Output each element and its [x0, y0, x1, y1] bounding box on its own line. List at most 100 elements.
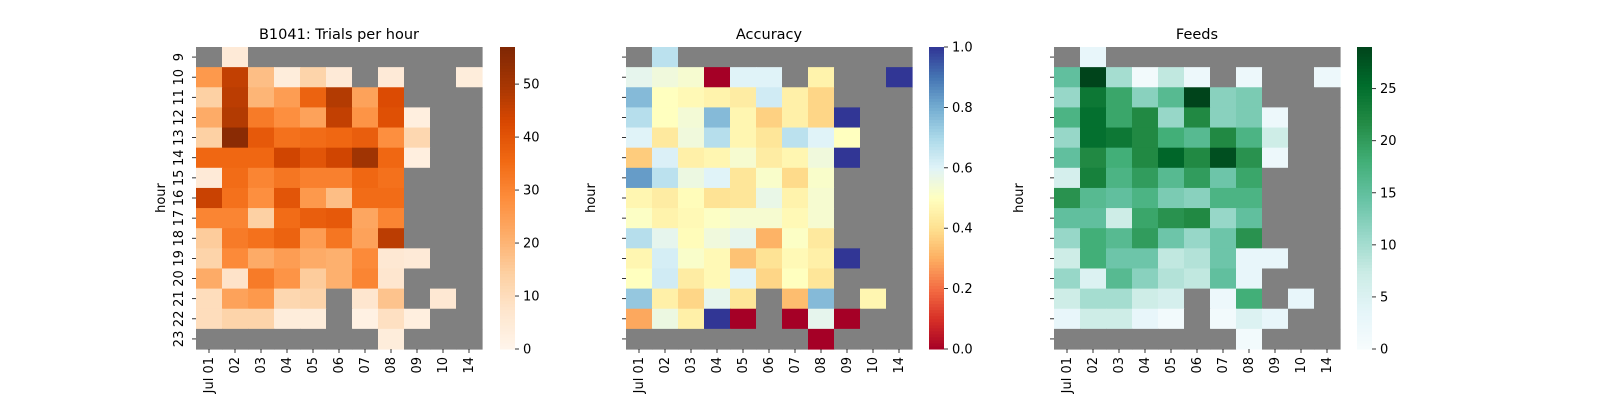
heatmap-cell [1288, 288, 1315, 310]
heatmap-cell [274, 208, 301, 229]
heatmap-cell [300, 308, 327, 330]
heatmap-cell [274, 167, 301, 189]
heatmap-cell [1054, 248, 1081, 270]
heatmap-cell [248, 187, 275, 209]
colorbar-segment [929, 71, 944, 75]
heatmap-cell [1106, 308, 1133, 330]
colorbar-segment [500, 125, 515, 130]
colorbar-segment [500, 234, 515, 238]
colorbar-segment [1357, 170, 1372, 175]
heatmap-cell [404, 228, 431, 249]
heatmap-cell [704, 288, 731, 310]
heatmap-cell [756, 167, 783, 189]
colorbar-segment [500, 56, 515, 60]
colorbar-segment [929, 65, 944, 69]
heatmap-cell [1288, 107, 1315, 129]
heatmap-cell [1236, 127, 1263, 149]
colorbar-segment [500, 333, 515, 338]
heatmap-cell [886, 107, 913, 129]
heatmap-cell [352, 47, 379, 68]
heatmap-cell [248, 248, 275, 270]
colorbar-segment [929, 68, 944, 72]
y-tick-label: 13 [172, 129, 187, 146]
colorbar-segment [929, 303, 944, 308]
heatmap-cell [626, 87, 653, 108]
heatmap-cell [378, 208, 405, 229]
y-axis-label: hour [584, 182, 599, 212]
colorbar-segment [500, 170, 515, 175]
heatmap-cell [1158, 187, 1185, 209]
heatmap-cell [326, 208, 353, 229]
heatmap-cell [626, 248, 653, 270]
heatmap-cell [834, 87, 861, 108]
y-tick-label: 15 [172, 170, 187, 187]
y-tick-label: 10 [172, 69, 187, 86]
colorbar-segment [500, 95, 515, 99]
colorbar-segment [929, 128, 944, 133]
heatmap-cell [1132, 67, 1159, 88]
heatmap-cell [456, 167, 483, 189]
heatmap-cell [730, 268, 757, 290]
heatmap-cell [860, 107, 887, 129]
x-tick-label: 09 [1268, 357, 1283, 374]
x-tick-label: Jul 01 [1060, 357, 1075, 394]
heatmap-cell [652, 268, 679, 290]
heatmap-cell [1054, 147, 1081, 169]
heatmap-cell [730, 67, 757, 88]
heatmap-cell [860, 268, 887, 290]
heatmap-cell [834, 248, 861, 270]
heatmap-cell [1184, 167, 1211, 189]
colorbar-segment [1357, 297, 1372, 302]
colorbar-segment [1357, 339, 1372, 344]
heatmap-cell [404, 67, 431, 88]
colorbar-segment [1357, 291, 1372, 296]
colorbar-segment [929, 291, 944, 296]
colorbar-segment [1357, 264, 1372, 268]
heatmap-cell [730, 127, 757, 149]
heatmap-cell [808, 127, 835, 149]
heatmap-cell [456, 308, 483, 330]
heatmap-cell [196, 127, 223, 149]
heatmap-cell [808, 47, 835, 68]
colorbar-segment [500, 237, 515, 241]
colorbar-segment [929, 113, 944, 117]
heatmap-cell [196, 328, 223, 350]
colorbar-segment [500, 185, 515, 190]
heatmap-cell [196, 268, 223, 290]
heatmap-cell [274, 127, 301, 149]
x-tick-label: 14 [1320, 357, 1335, 374]
colorbar-segment [929, 312, 944, 317]
colorbar-segment [929, 170, 944, 175]
colorbar-segment [500, 89, 515, 93]
colorbar-segment [1357, 303, 1372, 308]
colorbar-segment [1357, 71, 1372, 75]
colorbar-segment [500, 167, 515, 172]
colorbar-segment [1357, 146, 1372, 151]
heatmap-cell [378, 187, 405, 209]
heatmap-cell [196, 248, 223, 270]
heatmap-cell [652, 328, 679, 350]
heatmap-cell [1106, 167, 1133, 189]
colorbar-segment [929, 155, 944, 160]
heatmap-cell [1132, 288, 1159, 310]
colorbar-segment [929, 279, 944, 284]
colorbar-segment [500, 300, 515, 305]
heatmap-cell [456, 268, 483, 290]
heatmap-cell [430, 47, 457, 68]
heatmap-cell [404, 268, 431, 290]
heatmap-cell [652, 47, 679, 68]
heatmap-cell [456, 127, 483, 149]
colorbar-tick-label: 20 [523, 237, 540, 252]
heatmap-cell [1262, 228, 1289, 249]
heatmap-cell [352, 167, 379, 189]
colorbar-segment [500, 210, 515, 214]
colorbar-segment [929, 339, 944, 344]
heatmap-cell [222, 328, 249, 350]
colorbar-segment [929, 62, 944, 66]
heatmap-cell [1054, 127, 1081, 149]
heatmap-cell [756, 248, 783, 270]
colorbar-segment [929, 309, 944, 314]
heatmap-cell [326, 167, 353, 189]
heatmap-cell [1184, 208, 1211, 229]
heatmap-cell [1262, 107, 1289, 129]
